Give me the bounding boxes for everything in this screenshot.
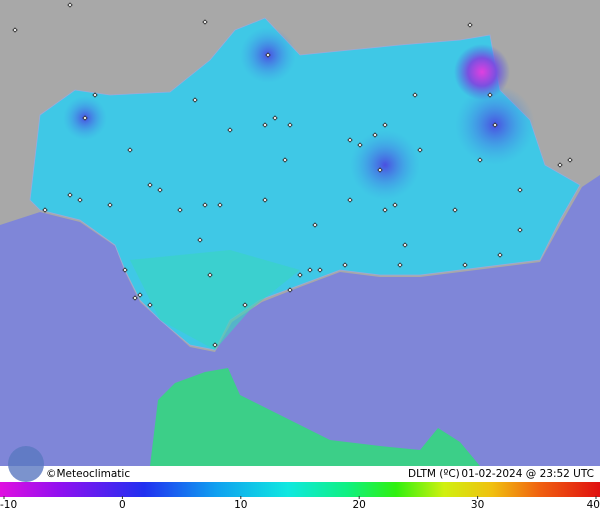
station [567,157,573,163]
station [262,197,268,203]
station [177,207,183,213]
station [287,122,293,128]
footer-bar [0,466,600,482]
station [207,272,213,278]
cold-spot [454,44,510,100]
station [265,52,271,58]
station [477,157,483,163]
station [42,207,48,213]
station [452,207,458,213]
station [357,142,363,148]
station [82,115,88,121]
station [492,122,498,128]
station [147,302,153,308]
station [412,92,418,98]
station [127,147,133,153]
station [467,22,473,28]
station [347,197,353,203]
station [307,267,313,273]
station [487,92,493,98]
station [192,97,198,103]
colorbar-tick-label: 40 [587,499,600,511]
timestamp: 01-02-2024 @ 23:52 UTC [461,468,594,480]
station [197,237,203,243]
station [397,262,403,268]
station [77,197,83,203]
station [12,27,18,33]
station [122,267,128,273]
station [392,202,398,208]
station [372,132,378,138]
station [382,122,388,128]
station [67,2,73,8]
station [342,262,348,268]
colorbar-tick-label: 20 [353,499,366,511]
station [317,267,323,273]
station [297,272,303,278]
station [417,147,423,153]
stations [12,2,573,348]
station [282,157,288,163]
cold-spot [350,130,420,200]
station [227,127,233,133]
station [312,222,318,228]
colorbar-tick-label: 30 [471,499,484,511]
colorbar [0,482,600,497]
logo [8,446,44,482]
morocco [150,368,480,466]
station [202,19,208,25]
station [347,137,353,143]
station [157,187,163,193]
station [137,292,143,298]
station [272,115,278,121]
station [377,167,383,173]
station [212,342,218,348]
sea [0,175,600,466]
station [242,302,248,308]
station [262,122,268,128]
station [402,242,408,248]
station [132,295,138,301]
station [557,162,563,168]
colorbar-tick-label: -10 [0,499,17,511]
station [462,262,468,268]
warm-area [130,250,300,350]
station [147,182,153,188]
station [517,187,523,193]
station [67,192,73,198]
station [107,202,113,208]
colorbar-tick-label: 0 [119,499,126,511]
credit: ©Meteoclimatic [46,468,130,480]
station [497,252,503,258]
station [382,207,388,213]
variable: DLTM (ºC) [408,468,460,480]
station [517,227,523,233]
station [202,202,208,208]
station [217,202,223,208]
station [92,92,98,98]
colorbar-tick-label: 10 [234,499,247,511]
station [287,287,293,293]
